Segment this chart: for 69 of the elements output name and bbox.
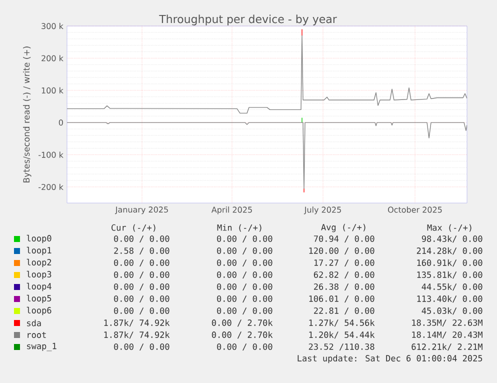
legend-label: loop5: [26, 294, 52, 304]
y-tick-label: 0: [58, 120, 63, 126]
text: 0.00 / 0.00: [217, 247, 272, 255]
x-tick-label: July 2025: [304, 206, 341, 214]
text: 0.00 / 0.00: [217, 283, 272, 291]
text: 0.00 / 0.00: [217, 307, 272, 315]
text: 45.03k/ 0.00: [422, 307, 482, 315]
text: 113.40k/ 0.00: [417, 295, 482, 303]
text: 0.00 / 0.00: [114, 271, 170, 279]
text: 120.00 / 0.00: [309, 247, 374, 255]
text: 1.87k/ 74.92k: [104, 331, 170, 339]
text: 98.43k/ 0.00: [422, 235, 482, 243]
text: 18.14M/ 20.43M: [412, 331, 482, 339]
text: Avg (-/+): [321, 224, 366, 232]
text: 1.87k/ 74.92k: [104, 319, 170, 327]
text: 44.55k/ 0.00: [422, 283, 482, 291]
text: 0.00 / 0.00: [114, 259, 170, 267]
x-tick-label: January 2025: [114, 206, 168, 214]
legend-label: swap_1: [27, 342, 56, 352]
y-tick-label: 200 k: [42, 55, 64, 62]
x-tick-label: April 2025: [211, 206, 252, 214]
text: 22.81 / 0.00: [314, 307, 374, 315]
text: 1.20k/ 54.44k: [309, 331, 375, 339]
text: Min (-/+): [217, 224, 262, 232]
y-tick-label: -100 k: [38, 152, 64, 158]
text: 160.91k/ 0.00: [417, 259, 482, 267]
text: 0.00 / 0.00: [114, 307, 170, 315]
text: Cur (-/+): [112, 224, 156, 232]
legend-label: loop2: [26, 258, 52, 268]
line-series: [67, 122, 468, 189]
y-tick-label: 300 k: [42, 22, 64, 30]
text: 0.00 / 0.00: [114, 235, 170, 243]
text: 18.35M/ 22.63M: [412, 319, 482, 327]
text: 2.58 / 0.00: [114, 247, 170, 255]
legend-label: loop3: [26, 270, 52, 280]
text: 0.00 / 0.00: [217, 295, 272, 303]
text: 0.00 / 0.00: [114, 343, 170, 351]
line-series: [67, 35, 468, 114]
y-axis-title: Bytes/second read (-) / write (+): [23, 46, 32, 182]
text: Last update: Sat Dec 6 01:00:04 2025: [298, 354, 482, 364]
text: 0.00 / 0.00: [114, 295, 170, 303]
text: 135.81k/ 0.00: [417, 271, 482, 279]
x-tick-label: October 2025: [388, 206, 442, 213]
legend-label: sda: [27, 320, 41, 326]
text: 0.00 / 0.00: [217, 271, 272, 279]
legend-label: loop0: [26, 234, 52, 244]
text: 17.27 / 0.00: [314, 259, 374, 267]
legend-label: loop4: [26, 282, 52, 292]
legend-label: loop1: [26, 246, 52, 256]
text: 106.01 / 0.00: [309, 295, 374, 303]
text: 23.52 /110.38: [308, 343, 374, 351]
text: 0.00 / 0.00: [217, 343, 272, 351]
text: Max (-/+): [427, 224, 472, 232]
legend-label: root: [28, 332, 46, 338]
text: 0.00 / 0.00: [114, 283, 170, 291]
text: 0.00 / 0.00: [217, 259, 272, 267]
text: 214.28k/ 0.00: [416, 247, 482, 255]
legend-label: loop6: [26, 306, 52, 316]
text: 0.00 / 2.70k: [212, 331, 273, 339]
y-tick-label: -200 k: [38, 184, 64, 190]
text: 70.94 / 0.00: [314, 235, 374, 243]
text: 62.82 / 0.00: [314, 271, 374, 279]
text: 1.27k/ 54.56k: [309, 319, 375, 327]
chart-title: Throughput per device - by year: [159, 14, 337, 26]
y-tick-label: 100 k: [42, 87, 64, 94]
text: 0.00 / 2.70k: [212, 319, 273, 327]
text: 0.00 / 0.00: [217, 235, 272, 243]
text: 26.38 / 0.00: [314, 283, 374, 291]
text: 612.21k/ 2.21M: [412, 343, 482, 351]
